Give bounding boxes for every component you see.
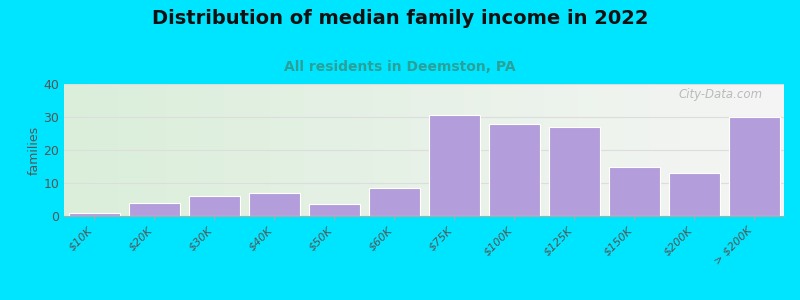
Bar [69,213,119,216]
Text: City-Data.com: City-Data.com [678,88,762,101]
Bar [369,188,419,216]
Bar [309,205,359,216]
Bar [189,196,239,216]
Bar [669,173,719,216]
Bar [489,124,539,216]
Bar [429,115,479,216]
Text: All residents in Deemston, PA: All residents in Deemston, PA [284,60,516,74]
Text: Distribution of median family income in 2022: Distribution of median family income in … [152,9,648,28]
Bar [129,203,179,216]
Bar [609,167,659,216]
Bar [729,117,779,216]
Bar [249,193,299,216]
Y-axis label: families: families [27,125,41,175]
Bar [549,127,599,216]
